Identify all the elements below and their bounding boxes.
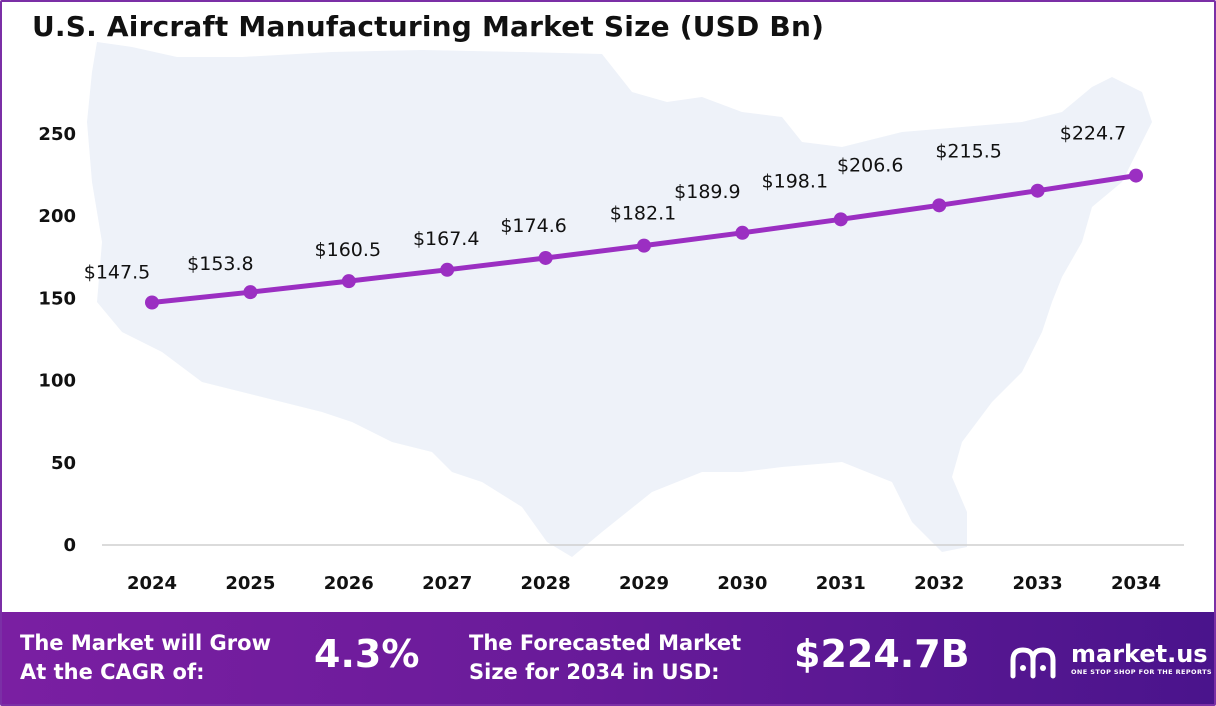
brand-tagline: ONE STOP SHOP FOR THE REPORTS (1071, 668, 1212, 676)
data-point (833, 212, 848, 227)
y-tick-label: 250 (38, 124, 76, 145)
cagr-value: 4.3% (314, 632, 420, 676)
cagr-label-line1: The Market will Grow (20, 631, 271, 655)
x-tick-label: 2030 (717, 573, 767, 594)
data-label: $189.9 (674, 181, 740, 203)
x-tick-label: 2025 (225, 573, 275, 594)
forecast-label-line1: The Forecasted Market (469, 631, 742, 655)
data-point (538, 250, 553, 265)
x-tick-label: 2027 (422, 573, 472, 594)
forecast-label-line2: Size for 2034 in USD: (469, 660, 720, 684)
forecast-label: The Forecasted Market Size for 2034 in U… (469, 629, 741, 687)
y-tick-label: 100 (38, 371, 76, 392)
data-point (1129, 168, 1143, 183)
data-label: $174.6 (500, 215, 566, 237)
data-label: $160.5 (315, 239, 381, 261)
x-tick-label: 2032 (914, 573, 964, 594)
data-label: $198.1 (762, 170, 828, 192)
brand-name: market.us (1071, 640, 1208, 668)
line-chart: 0 50 100 150 200 250 2024 2025 2026 2027 2028 2029… (38, 42, 1184, 594)
data-label: $167.4 (413, 228, 479, 250)
y-tick-label: 0 (63, 535, 76, 556)
data-points (145, 168, 1143, 310)
y-tick-label: 50 (51, 453, 76, 474)
data-point (735, 225, 750, 240)
market-us-logo-icon (1010, 647, 1056, 679)
x-tick-label: 2024 (127, 573, 177, 594)
y-tick-label: 150 (38, 288, 76, 309)
data-point (145, 295, 159, 310)
data-label: $215.5 (935, 141, 1001, 163)
x-tick-label: 2031 (816, 573, 866, 594)
summary-footer: The Market will Grow At the CAGR of: 4.3… (2, 612, 1214, 704)
x-tick-label: 2026 (324, 573, 374, 594)
forecast-value: $224.7B (794, 632, 970, 676)
cagr-label: The Market will Grow At the CAGR of: (20, 629, 271, 687)
data-labels: $147.5 $153.8 $160.5 $167.4 $174.6 $182.1$189… (84, 123, 1126, 284)
data-point (440, 262, 455, 277)
brand-logo: market.us ONE STOP SHOP FOR THE REPORTS (1007, 636, 1212, 686)
data-label: $153.8 (187, 253, 253, 275)
cagr-label-line2: At the CAGR of: (20, 660, 205, 684)
data-label: $206.6 (837, 154, 903, 176)
data-label: $224.7 (1060, 123, 1126, 145)
x-tick-label: 2034 (1111, 573, 1161, 594)
data-label: $147.5 (84, 262, 150, 284)
us-map-silhouette (87, 42, 1152, 557)
data-point (341, 274, 356, 289)
x-tick-label: 2028 (521, 573, 571, 594)
data-point (932, 198, 947, 213)
data-point (637, 238, 651, 253)
y-axis: 0 50 100 150 200 250 (38, 124, 76, 556)
y-tick-label: 200 (38, 206, 76, 227)
data-point (243, 285, 258, 300)
data-point (1030, 183, 1045, 198)
x-axis: 2024 2025 2026 2027 2028 2029 2030 2031 2032 2033… (127, 573, 1161, 594)
data-label: $182.1 (610, 203, 676, 225)
x-tick-label: 2029 (619, 573, 669, 594)
chart-title: U.S. Aircraft Manufacturing Market Size … (32, 10, 825, 43)
x-tick-label: 2033 (1013, 573, 1063, 594)
